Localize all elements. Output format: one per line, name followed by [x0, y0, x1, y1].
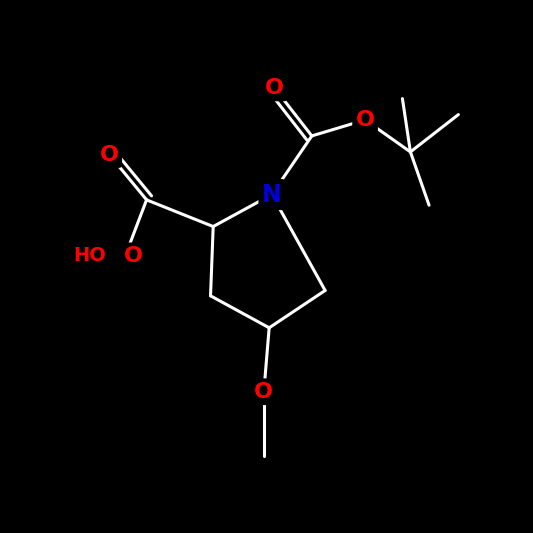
Text: O: O	[100, 144, 119, 165]
Text: O: O	[356, 110, 375, 130]
Text: O: O	[254, 382, 273, 402]
Text: O: O	[265, 78, 284, 98]
Text: HO: HO	[74, 246, 107, 265]
Text: N: N	[262, 182, 282, 207]
Text: O: O	[124, 246, 143, 266]
